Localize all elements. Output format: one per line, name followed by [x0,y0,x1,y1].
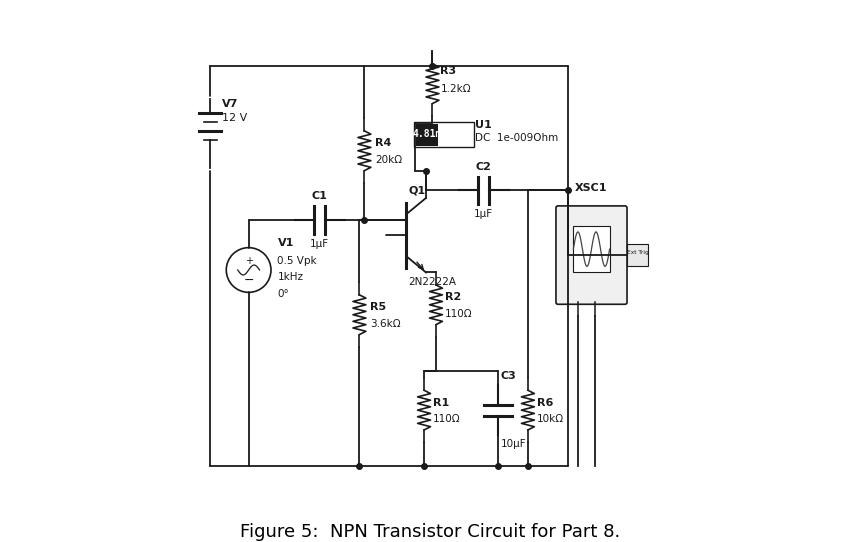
Text: 1μF: 1μF [474,209,494,220]
Bar [627,244,648,266]
Text: 20kΩ: 20kΩ [375,154,402,165]
Text: 12 V: 12 V [222,113,248,124]
Text: 0.5 Vpk: 0.5 Vpk [278,256,317,266]
Text: 1.2kΩ: 1.2kΩ [440,83,471,94]
Text: 4.81m: 4.81m [412,130,442,139]
Text: XSC1: XSC1 [575,183,608,193]
Text: 2N2222A: 2N2222A [408,278,457,287]
Text: R5: R5 [371,302,386,312]
Text: R2: R2 [445,292,461,302]
Text: R1: R1 [433,398,449,408]
Text: 110Ω: 110Ω [445,309,472,319]
Text: C2: C2 [476,162,492,172]
Bar [415,124,439,146]
Text: 0°: 0° [278,289,289,299]
Bar [574,227,610,272]
Text: C1: C1 [312,191,328,202]
Text: 110Ω: 110Ω [433,414,461,424]
Text: R3: R3 [440,66,457,76]
Text: 1μF: 1μF [310,239,329,249]
Text: 3.6kΩ: 3.6kΩ [371,319,401,328]
Text: U1: U1 [475,120,491,130]
Text: −: − [243,273,254,286]
FancyBboxPatch shape [415,122,474,147]
Text: V1: V1 [278,238,294,248]
Text: DC  1e-009Ohm: DC 1e-009Ohm [475,133,558,143]
FancyBboxPatch shape [556,206,627,304]
Text: +: + [244,256,253,266]
Text: Figure 5:  NPN Transistor Circuit for Part 8.: Figure 5: NPN Transistor Circuit for Par… [240,524,620,541]
Text: 10kΩ: 10kΩ [537,414,564,424]
Text: C3: C3 [501,371,516,382]
Text: Q1: Q1 [408,185,426,196]
Text: R4: R4 [375,138,391,149]
Text: 1kHz: 1kHz [278,273,304,282]
Text: 10μF: 10μF [501,439,526,449]
Text: Ext Trig: Ext Trig [627,250,648,255]
Text: R6: R6 [537,398,553,408]
Text: V7: V7 [222,99,239,108]
